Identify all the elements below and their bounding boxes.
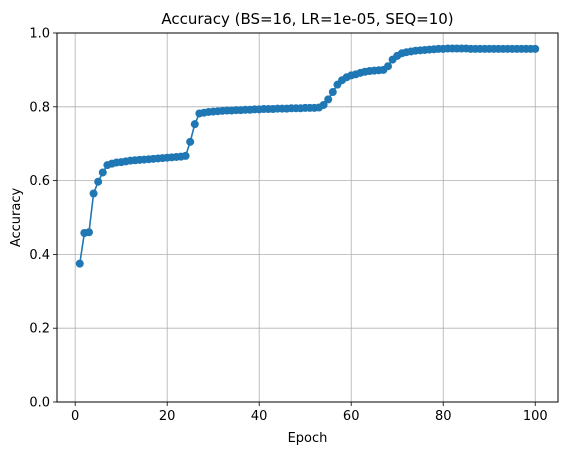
- data-point: [319, 100, 328, 109]
- data-point: [84, 228, 93, 237]
- data-point: [75, 259, 84, 268]
- x-tick-label: 80: [435, 409, 452, 424]
- data-point: [384, 62, 393, 71]
- y-tick-label: 1.0: [29, 27, 50, 42]
- data-point: [89, 189, 98, 198]
- y-tick-label: 0.4: [29, 248, 50, 263]
- x-tick-label: 0: [71, 409, 79, 424]
- chart-title: Accuracy (BS=16, LR=1e-05, SEQ=10): [161, 10, 453, 28]
- data-point: [324, 95, 333, 104]
- data-point: [98, 168, 107, 177]
- series-layer: [75, 44, 540, 268]
- x-tick-label: 60: [343, 409, 360, 424]
- tick-layer: 0 20 40 60 80 100 0.0 0.2 0.4 0.6 0.8 1.0: [29, 27, 547, 425]
- data-point: [181, 151, 190, 160]
- y-tick-label: 0.2: [29, 322, 50, 337]
- y-tick-label: 0.6: [29, 174, 50, 189]
- data-point: [94, 177, 103, 186]
- x-tick-label: 100: [523, 409, 548, 424]
- x-tick-label: 20: [159, 409, 176, 424]
- data-point: [531, 44, 540, 53]
- y-tick-label: 0.0: [29, 396, 50, 411]
- data-point: [328, 88, 337, 97]
- x-tick-label: 40: [251, 409, 268, 424]
- y-axis-label: Accuracy: [9, 188, 24, 248]
- plot-frame: [56, 32, 559, 403]
- data-point: [186, 137, 195, 146]
- data-point: [190, 120, 199, 129]
- x-axis-label: Epoch: [288, 431, 328, 446]
- y-tick-label: 0.8: [29, 100, 50, 115]
